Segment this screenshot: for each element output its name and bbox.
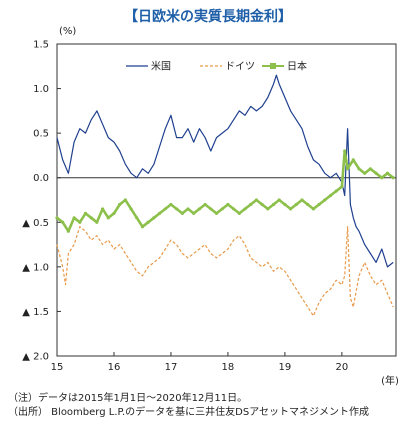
series-point-japan-56 xyxy=(368,167,372,171)
series-point-japan-55 xyxy=(363,171,367,175)
series-point-japan-25 xyxy=(197,207,202,211)
series-point-japan-6 xyxy=(89,216,93,220)
legend-marker-japan xyxy=(270,63,276,69)
y-tick-label-4: ▲ 0.5 xyxy=(22,218,49,229)
series-point-japan-35 xyxy=(254,198,259,202)
note-line-2: （出所） Bloomberg L.P.のデータを基に三井住友DSアセットマネジメ… xyxy=(8,407,370,418)
series-point-japan-32 xyxy=(237,211,241,215)
series-point-japan-12 xyxy=(123,198,127,202)
series-point-japan-48 xyxy=(328,193,333,198)
series-point-japan-0 xyxy=(55,216,59,220)
legend-label-us: 米国 xyxy=(151,60,171,73)
series-point-japan-45 xyxy=(311,207,315,211)
series-point-japan-40 xyxy=(283,202,287,207)
x-tick-label-1: 16 xyxy=(108,362,121,373)
y-tick-label-0: 1.5 xyxy=(33,40,49,51)
legend-label-germany: ドイツ xyxy=(225,62,255,73)
series-point-japan-58 xyxy=(380,176,384,180)
x-tick-label-5: 20 xyxy=(336,362,349,373)
series-point-japan-59 xyxy=(385,171,390,175)
series-point-japan-17 xyxy=(152,216,156,220)
series-point-japan-27 xyxy=(209,207,213,211)
series-point-japan-1 xyxy=(61,220,65,224)
series-point-japan-5 xyxy=(83,211,88,215)
series-point-japan-39 xyxy=(277,198,281,202)
series-point-japan-9 xyxy=(106,216,110,220)
series-point-japan-31 xyxy=(232,207,236,211)
series-point-japan-18 xyxy=(157,211,162,215)
series-point-japan-60 xyxy=(391,176,395,180)
series-point-japan-10 xyxy=(112,211,116,215)
series-point-japan-22 xyxy=(180,211,184,215)
series-point-japan-44 xyxy=(306,202,310,207)
series-point-japan-29 xyxy=(220,207,224,211)
y-axis-label: (%) xyxy=(59,26,76,37)
series-point-japan-41 xyxy=(288,207,293,211)
series-point-japan-36 xyxy=(260,202,264,207)
x-tick-label-3: 18 xyxy=(222,362,235,373)
series-point-japan-16 xyxy=(146,220,150,224)
x-tick-label-2: 17 xyxy=(165,362,178,373)
series-point-japan-38 xyxy=(271,202,276,207)
legend-label-japan: 日本 xyxy=(287,60,307,73)
series-point-japan-43 xyxy=(300,198,304,202)
series-point-japan-52 xyxy=(345,167,350,171)
series-point-japan-8 xyxy=(100,207,105,211)
y-tick-label-2: 0.5 xyxy=(33,129,49,140)
series-point-japan-20 xyxy=(169,202,173,207)
y-tick-label-3: 0.0 xyxy=(33,173,49,184)
series-point-japan-57 xyxy=(374,171,378,175)
y-tick-label-7: ▲ 2.0 xyxy=(22,352,49,363)
series-point-japan-54 xyxy=(357,167,361,171)
series-point-japan-53 xyxy=(351,158,355,162)
series-point-japan-50 xyxy=(340,185,344,189)
series-point-japan-47 xyxy=(323,198,327,202)
series-line-germany xyxy=(56,226,394,317)
series-point-japan-33 xyxy=(243,207,247,211)
series-point-japan-49 xyxy=(334,189,338,193)
chart-title: 【日欧米の実質長期金利】 xyxy=(124,9,292,25)
note-line-1: （注）データは2015年1月1日～2020年12月11日。 xyxy=(8,393,248,404)
series-point-japan-2 xyxy=(66,229,70,233)
series-point-japan-4 xyxy=(78,220,82,224)
x-tick-label-4: 19 xyxy=(279,362,292,373)
series-point-japan-26 xyxy=(203,202,207,207)
plot-frame xyxy=(56,43,397,357)
series-point-japan-19 xyxy=(163,207,167,211)
y-tick-label-6: ▲ 1.5 xyxy=(22,307,49,318)
series-point-japan-28 xyxy=(214,211,219,215)
x-tick-label-0: 15 xyxy=(51,362,64,373)
series-point-japan-51 xyxy=(343,149,347,153)
series-point-japan-11 xyxy=(118,202,122,207)
series-point-japan-42 xyxy=(294,202,298,207)
series-point-japan-21 xyxy=(175,207,179,211)
series-point-japan-23 xyxy=(186,207,190,211)
series-point-japan-24 xyxy=(192,211,196,215)
y-tick-label-1: 1.0 xyxy=(33,84,49,95)
x-axis-label: (年) xyxy=(381,374,399,387)
series-point-japan-14 xyxy=(135,216,139,220)
y-tick-label-5: ▲ 1.0 xyxy=(22,262,49,273)
series-point-japan-15 xyxy=(140,225,145,229)
series-point-japan-3 xyxy=(72,216,76,220)
series-point-japan-34 xyxy=(249,202,253,207)
series-point-japan-37 xyxy=(266,207,270,211)
series-point-japan-46 xyxy=(317,202,321,207)
series-point-japan-13 xyxy=(129,207,133,211)
series-point-japan-30 xyxy=(226,202,230,207)
series-point-japan-7 xyxy=(95,220,99,224)
